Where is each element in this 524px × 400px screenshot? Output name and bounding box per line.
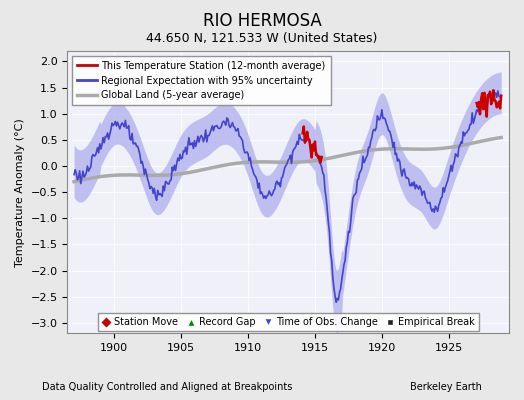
Text: Data Quality Controlled and Aligned at Breakpoints: Data Quality Controlled and Aligned at B… bbox=[42, 382, 292, 392]
Y-axis label: Temperature Anomaly (°C): Temperature Anomaly (°C) bbox=[15, 118, 25, 266]
Text: 44.650 N, 121.533 W (United States): 44.650 N, 121.533 W (United States) bbox=[146, 32, 378, 45]
Text: RIO HERMOSA: RIO HERMOSA bbox=[203, 12, 321, 30]
Legend: Station Move, Record Gap, Time of Obs. Change, Empirical Break: Station Move, Record Gap, Time of Obs. C… bbox=[98, 314, 478, 331]
Text: Berkeley Earth: Berkeley Earth bbox=[410, 382, 482, 392]
